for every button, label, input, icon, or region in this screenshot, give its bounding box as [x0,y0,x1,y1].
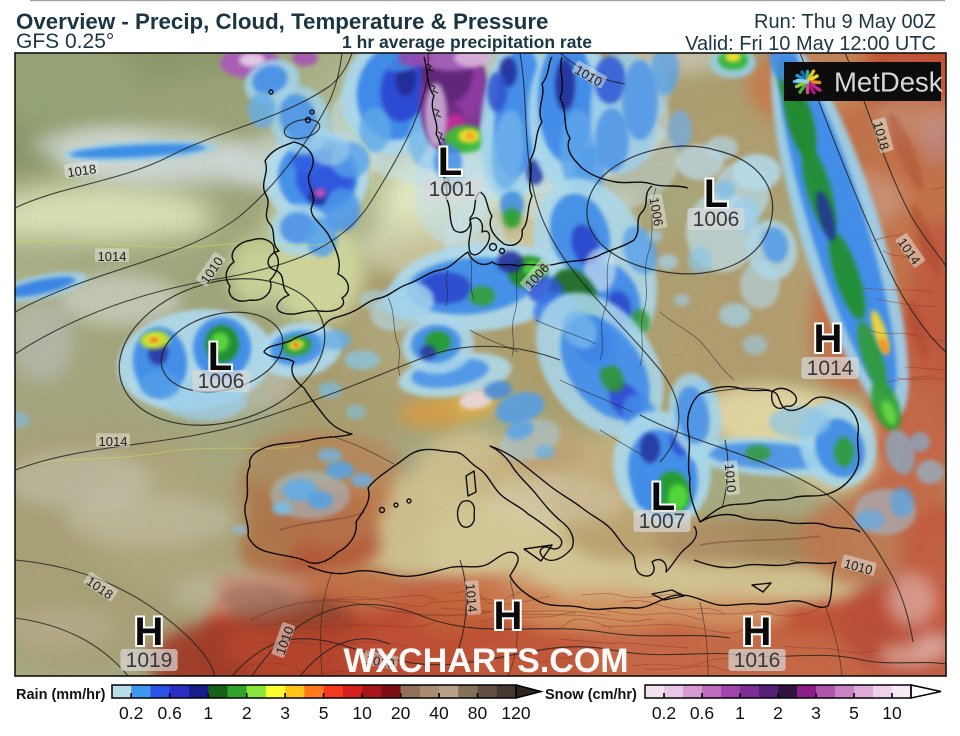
svg-text:20: 20 [391,703,411,723]
svg-text:1: 1 [735,703,745,723]
svg-text:GFS 0.25°: GFS 0.25° [16,30,114,53]
svg-text:MetDesk: MetDesk [834,67,943,98]
svg-text:Run: Thu 9 May 00Z: Run: Thu 9 May 00Z [754,11,936,33]
svg-text:1019: 1019 [126,649,173,672]
svg-text:0.6: 0.6 [158,703,182,723]
svg-text:5: 5 [849,703,859,723]
svg-text:1006: 1006 [198,370,245,393]
svg-text:40: 40 [429,703,449,723]
svg-text:1016: 1016 [734,649,781,672]
svg-text:1 hr average precipitation rat: 1 hr average precipitation rate [342,32,592,52]
svg-text:5: 5 [319,703,329,723]
svg-text:10: 10 [882,703,902,723]
svg-text:1014: 1014 [99,434,128,449]
svg-text:L: L [438,140,462,184]
svg-text:1014: 1014 [98,249,127,264]
svg-text:H: H [814,317,843,361]
svg-text:1007: 1007 [639,510,686,533]
svg-text:2: 2 [242,703,252,723]
svg-text:1010: 1010 [842,556,874,578]
svg-text:WXCHARTS.COM: WXCHARTS.COM [343,642,628,680]
svg-text:Overview - Precip, Cloud, Temp: Overview - Precip, Cloud, Temperature & … [16,9,548,34]
svg-text:Valid: Fri 10 May 12:00 UTC: Valid: Fri 10 May 12:00 UTC [685,33,936,55]
svg-text:1001: 1001 [429,178,476,201]
svg-text:Snow (cm/hr): Snow (cm/hr) [545,687,637,703]
svg-text:H: H [135,610,164,654]
svg-text:3: 3 [811,703,821,723]
svg-text:Rain (mm/hr): Rain (mm/hr) [16,687,106,703]
svg-text:0.2: 0.2 [652,703,676,723]
svg-text:1006: 1006 [646,196,666,227]
svg-text:1006: 1006 [693,208,740,231]
svg-text:1014: 1014 [463,583,480,613]
svg-text:1010: 1010 [722,463,739,493]
svg-text:120: 120 [501,703,530,723]
svg-text:H: H [494,594,523,638]
svg-text:1018: 1018 [870,120,892,152]
svg-text:1010: 1010 [365,652,396,672]
svg-text:0.2: 0.2 [119,703,143,723]
svg-text:1: 1 [203,703,213,723]
svg-text:80: 80 [468,703,488,723]
svg-text:1014: 1014 [807,357,854,380]
svg-text:1018: 1018 [66,161,97,180]
svg-text:3: 3 [280,703,290,723]
svg-text:2: 2 [773,703,783,723]
svg-text:10: 10 [352,703,372,723]
svg-text:H: H [743,610,772,654]
svg-text:0.6: 0.6 [690,703,714,723]
